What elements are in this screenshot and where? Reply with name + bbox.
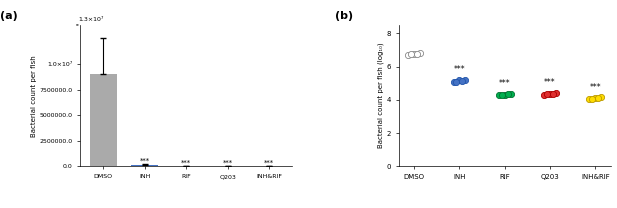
Point xyxy=(596,96,606,99)
Point xyxy=(494,94,503,97)
Point xyxy=(539,93,549,97)
Text: ***: *** xyxy=(264,160,275,166)
Text: ***: *** xyxy=(181,160,191,166)
Point xyxy=(449,80,458,83)
Text: (a): (a) xyxy=(0,11,17,21)
Text: ***: *** xyxy=(544,78,556,87)
Point xyxy=(404,53,413,57)
Point xyxy=(406,53,416,56)
Point xyxy=(584,97,594,101)
Text: ***: *** xyxy=(140,157,150,163)
Point xyxy=(548,92,558,95)
Bar xyxy=(131,165,159,166)
Point xyxy=(542,93,552,96)
Y-axis label: Bacterial count per fish: Bacterial count per fish xyxy=(31,55,36,137)
Point xyxy=(457,79,467,82)
Point xyxy=(409,52,419,55)
Text: ***: *** xyxy=(453,65,465,74)
Y-axis label: Bacterial count per fish (log₁₀): Bacterial count per fish (log₁₀) xyxy=(377,43,384,149)
Text: ***: *** xyxy=(499,79,510,88)
Point xyxy=(412,52,422,56)
Point xyxy=(545,92,555,96)
Text: 1.3×10⁷: 1.3×10⁷ xyxy=(78,17,104,22)
Point xyxy=(551,91,561,94)
Point xyxy=(506,92,516,95)
Point xyxy=(503,93,513,96)
Bar xyxy=(90,74,117,166)
Point xyxy=(500,93,510,96)
Point xyxy=(415,51,425,54)
Point xyxy=(455,79,465,82)
Text: (b): (b) xyxy=(335,11,353,21)
Point xyxy=(594,97,603,100)
Text: ***: *** xyxy=(223,160,233,166)
Point xyxy=(590,97,600,100)
Point xyxy=(587,97,597,100)
Point xyxy=(460,78,470,82)
Point xyxy=(452,80,462,83)
Text: ***: *** xyxy=(589,83,601,92)
Point xyxy=(497,94,507,97)
